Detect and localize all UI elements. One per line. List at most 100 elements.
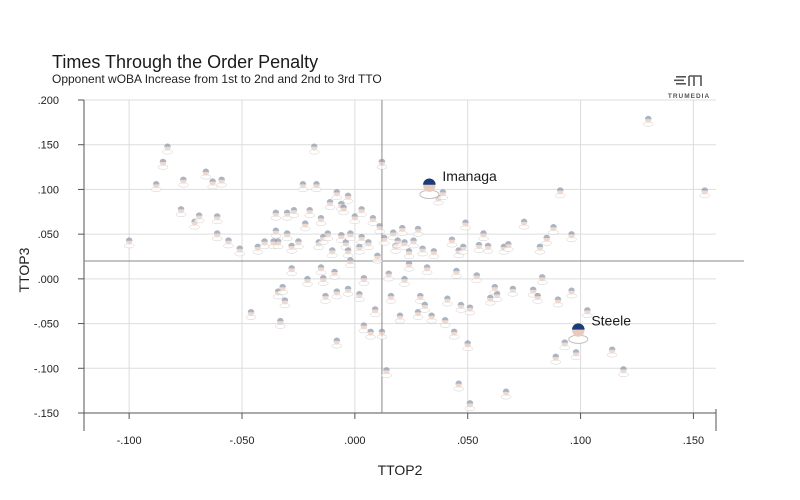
y-tick-label: -.150 — [34, 408, 59, 420]
marker-cap — [164, 143, 171, 147]
player-marker — [207, 178, 218, 190]
marker-cap — [272, 209, 280, 213]
player-marker — [223, 237, 234, 249]
marker-cap — [417, 292, 424, 297]
player-marker — [297, 181, 309, 192]
marker-cap — [401, 239, 408, 243]
player-marker — [358, 322, 370, 334]
player-marker — [356, 206, 367, 217]
marker-cap — [520, 218, 528, 222]
player-marker — [532, 292, 543, 304]
player-marker — [548, 223, 559, 235]
marker-cap — [448, 236, 456, 240]
trumedia-logo-icon — [674, 75, 702, 86]
marker-cap — [333, 189, 341, 193]
marker-cap — [423, 264, 431, 268]
marker-cap — [290, 206, 298, 211]
player-marker — [536, 274, 548, 285]
x-tick-label: -.050 — [229, 435, 254, 447]
marker-cap — [283, 230, 291, 234]
marker-cap — [322, 292, 329, 297]
marker-cap — [389, 229, 397, 233]
marker-cap — [534, 292, 541, 297]
marker-cap — [455, 380, 462, 384]
player-marker — [288, 206, 300, 218]
x-tick-label: .150 — [683, 435, 704, 447]
marker-cap — [369, 215, 377, 219]
y-tick-label: .050 — [38, 229, 59, 241]
player-marker — [336, 232, 347, 243]
player-marker — [482, 242, 494, 254]
player-marker — [399, 275, 410, 287]
player-marker — [555, 187, 566, 199]
marker-cap — [453, 267, 460, 272]
marker-cap — [277, 317, 284, 322]
marker-cap — [401, 275, 408, 280]
marker-cap — [367, 328, 374, 332]
player-marker — [464, 304, 476, 316]
player-marker — [259, 238, 270, 250]
marker-cap — [462, 219, 469, 223]
player-marker — [394, 312, 406, 324]
player-marker — [500, 388, 512, 400]
marker-cap — [493, 291, 501, 295]
player-marker — [439, 316, 451, 328]
marker-cap — [279, 283, 286, 288]
marker-cap — [428, 312, 435, 316]
marker-cap — [333, 337, 341, 341]
player-marker — [123, 237, 135, 249]
marker-cap — [180, 176, 187, 180]
marker-cap — [344, 192, 352, 196]
marker-cap — [439, 189, 447, 193]
marker-cap — [344, 285, 352, 289]
marker-cap — [274, 238, 282, 242]
player-marker — [566, 287, 577, 299]
marker-cap — [177, 206, 185, 210]
marker-cap — [701, 187, 709, 191]
player-marker — [178, 176, 189, 188]
marker-cap — [299, 181, 307, 185]
player-marker — [354, 291, 365, 302]
y-tick-label: .100 — [38, 184, 59, 196]
player-marker — [552, 296, 564, 308]
y-axis-label: TTOP3 — [16, 247, 32, 293]
player-marker — [385, 292, 397, 304]
player-marker — [354, 243, 365, 255]
player-marker — [345, 257, 356, 268]
marker-cap — [475, 241, 483, 246]
player-marker — [304, 206, 315, 218]
player-marker — [507, 285, 519, 297]
player-marker — [365, 328, 376, 340]
marker-cap — [543, 234, 551, 239]
marker-cap — [317, 215, 325, 219]
y-tick-label: .000 — [38, 274, 59, 286]
player-marker — [193, 212, 205, 224]
player-marker — [327, 247, 338, 259]
marker-cap — [568, 287, 575, 291]
player-marker — [457, 243, 469, 255]
marker-cap — [554, 296, 562, 300]
marker-cap — [125, 237, 133, 241]
player-marker — [455, 301, 467, 313]
chart-subtitle: Opponent wOBA Increase from 1st to 2nd a… — [52, 72, 382, 86]
player-marker — [286, 242, 297, 254]
marker-cap — [272, 227, 280, 231]
player-marker — [150, 181, 162, 192]
marker-cap — [398, 224, 406, 229]
player-marker — [311, 181, 322, 192]
player-marker — [286, 265, 297, 276]
marker-cap — [209, 178, 216, 182]
player-marker — [397, 224, 408, 236]
marker-cap — [324, 230, 332, 234]
marker-cap — [538, 274, 546, 278]
player-marker — [462, 340, 473, 352]
marker-cap — [644, 115, 652, 120]
player-marker — [485, 294, 496, 306]
marker-cap — [410, 237, 417, 241]
player-marker — [383, 270, 394, 282]
marker-cap — [313, 181, 320, 185]
marker-cap — [441, 316, 449, 321]
player-marker — [315, 264, 327, 276]
marker-cap — [394, 237, 402, 241]
player-marker — [162, 143, 173, 155]
